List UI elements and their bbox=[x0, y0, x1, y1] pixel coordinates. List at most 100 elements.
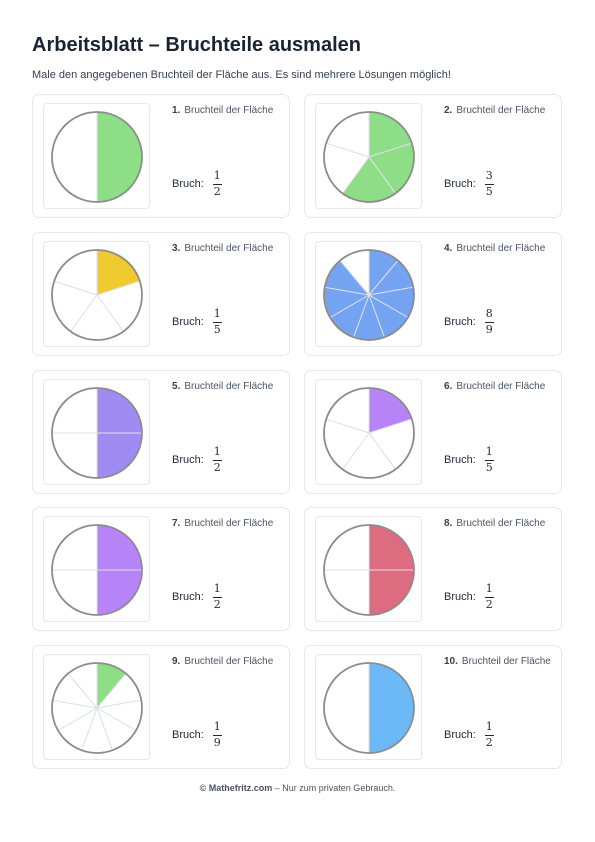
instructions: Male den angegebenen Bruchteil der Fläch… bbox=[32, 69, 451, 81]
fraction-circle-box bbox=[315, 103, 422, 209]
fraction-bar bbox=[484, 184, 494, 185]
fraction-circle-box bbox=[43, 241, 150, 347]
fraction-numerator: 1 bbox=[213, 720, 221, 733]
exercise-label: 5. Bruchteil der Fläche bbox=[172, 380, 280, 393]
fraction-circle[interactable] bbox=[44, 655, 151, 761]
fraction-denominator: 2 bbox=[485, 598, 493, 611]
exercise-card: 3. Bruchteil der Fläche Bruch: 1 5 bbox=[32, 232, 290, 356]
fraction-circle-box bbox=[315, 241, 422, 347]
fraction-circle-box bbox=[43, 516, 150, 622]
fraction-circle[interactable] bbox=[44, 517, 151, 623]
fraction-row: Bruch: 8 9 bbox=[444, 305, 494, 339]
circle-outline bbox=[51, 111, 143, 203]
circle-outline bbox=[51, 249, 143, 341]
exercise-card: 2. Bruchteil der Fläche Bruch: 3 5 bbox=[304, 94, 562, 218]
exercise-label: 6. Bruchteil der Fläche bbox=[444, 380, 552, 393]
exercise-text: Bruchteil der Fläche bbox=[456, 243, 546, 254]
fraction-numerator: 1 bbox=[213, 582, 221, 595]
fraction-denominator: 5 bbox=[485, 185, 493, 198]
filled-sector[interactable] bbox=[96, 111, 143, 203]
fraction-bar bbox=[484, 735, 494, 736]
exercise-number: 2. bbox=[444, 105, 453, 116]
fraction-row: Bruch: 1 2 bbox=[172, 580, 222, 614]
exercise-card: 1. Bruchteil der Fläche Bruch: 1 2 bbox=[32, 94, 290, 218]
exercise-card: 9. Bruchteil der Fläche Bruch: 1 9 bbox=[32, 645, 290, 769]
fraction-row: Bruch: 1 2 bbox=[444, 718, 494, 752]
exercise-number: 9. bbox=[172, 656, 181, 667]
exercise-text: Bruchteil der Fläche bbox=[456, 518, 546, 529]
fraction-circle[interactable] bbox=[316, 655, 423, 761]
fraction-denominator: 2 bbox=[485, 736, 493, 749]
fraction-label: Bruch: bbox=[444, 454, 476, 466]
fraction-label: Bruch: bbox=[444, 591, 476, 603]
footer-brand: © Mathefritz.com bbox=[199, 783, 273, 793]
fraction-denominator: 9 bbox=[213, 736, 221, 749]
circle-outline bbox=[323, 524, 415, 616]
fraction-row: Bruch: 1 5 bbox=[444, 443, 494, 477]
fraction-bar bbox=[212, 735, 222, 736]
empty-sector[interactable] bbox=[323, 662, 370, 754]
exercise-number: 8. bbox=[444, 518, 453, 529]
exercise-text: Bruchteil der Fläche bbox=[184, 518, 274, 529]
exercise-card: 7. Bruchteil der Fläche Bruch: 1 2 bbox=[32, 507, 290, 631]
fraction-circle[interactable] bbox=[44, 242, 151, 348]
fraction-denominator: 5 bbox=[213, 323, 221, 336]
fraction-bar bbox=[212, 460, 222, 461]
exercise-text: Bruchteil der Fläche bbox=[184, 105, 274, 116]
fraction-row: Bruch: 1 2 bbox=[444, 580, 494, 614]
fraction-denominator: 2 bbox=[213, 185, 221, 198]
fraction-label: Bruch: bbox=[444, 316, 476, 328]
fraction-label: Bruch: bbox=[172, 591, 204, 603]
fraction-bar bbox=[484, 460, 494, 461]
fraction-row: Bruch: 1 9 bbox=[172, 718, 222, 752]
exercise-text: Bruchteil der Fläche bbox=[184, 656, 274, 667]
fraction-circle-box bbox=[43, 379, 150, 485]
exercise-label: 3. Bruchteil der Fläche bbox=[172, 242, 280, 255]
exercise-number: 3. bbox=[172, 243, 181, 254]
exercise-number: 5. bbox=[172, 381, 181, 392]
fraction-numerator: 1 bbox=[485, 445, 493, 458]
exercise-text: Bruchteil der Fläche bbox=[461, 656, 551, 667]
exercise-text: Bruchteil der Fläche bbox=[456, 105, 546, 116]
empty-sector[interactable] bbox=[51, 111, 98, 203]
fraction-bar bbox=[212, 184, 222, 185]
fraction-row: Bruch: 1 2 bbox=[172, 443, 222, 477]
fraction-label: Bruch: bbox=[172, 729, 204, 741]
fraction-numerator: 3 bbox=[485, 169, 493, 182]
fraction-row: Bruch: 1 5 bbox=[172, 305, 222, 339]
fraction-bar bbox=[212, 597, 222, 598]
circle-outline bbox=[51, 662, 143, 754]
exercise-card: 5. Bruchteil der Fläche Bruch: 1 2 bbox=[32, 370, 290, 494]
footer: © Mathefritz.com – Nur zum privaten Gebr… bbox=[0, 783, 595, 793]
exercise-number: 4. bbox=[444, 243, 453, 254]
fraction-numerator: 1 bbox=[213, 307, 221, 320]
fraction-bar bbox=[484, 322, 494, 323]
fraction-circle[interactable] bbox=[44, 380, 151, 486]
fraction-row: Bruch: 3 5 bbox=[444, 167, 494, 201]
filled-sector[interactable] bbox=[368, 662, 415, 754]
fraction-numerator: 8 bbox=[485, 307, 493, 320]
exercise-card: 4. Bruchteil der Fläche Bruch: 8 9 bbox=[304, 232, 562, 356]
fraction-denominator: 9 bbox=[485, 323, 493, 336]
fraction-circle[interactable] bbox=[316, 104, 423, 210]
exercise-label: 2. Bruchteil der Fläche bbox=[444, 104, 552, 117]
fraction-bar bbox=[484, 597, 494, 598]
fraction-denominator: 2 bbox=[213, 461, 221, 474]
fraction-label: Bruch: bbox=[444, 729, 476, 741]
page-title: Arbeitsblatt – Bruchteile ausmalen bbox=[32, 34, 361, 56]
fraction-denominator: 5 bbox=[485, 461, 493, 474]
fraction-circle[interactable] bbox=[316, 380, 423, 486]
fraction-circle-box bbox=[315, 379, 422, 485]
fraction-circle[interactable] bbox=[44, 104, 151, 210]
fraction-circle[interactable] bbox=[316, 517, 423, 623]
fraction-numerator: 1 bbox=[213, 445, 221, 458]
exercise-number: 1. bbox=[172, 105, 181, 116]
fraction-circle[interactable] bbox=[316, 242, 423, 348]
fraction-circle-box bbox=[43, 103, 150, 209]
